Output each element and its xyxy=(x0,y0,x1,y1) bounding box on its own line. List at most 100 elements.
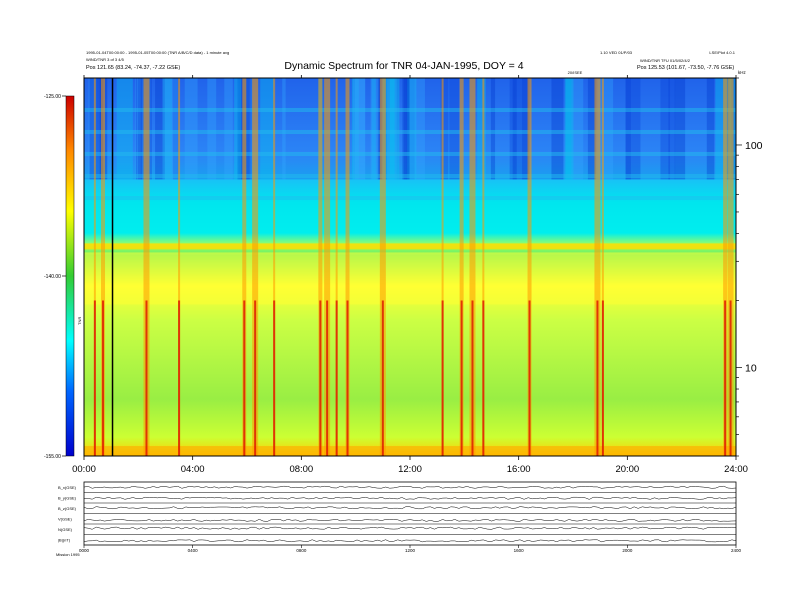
header-right-line-3: WIND/TNR TFU 01/5/02/4/2 xyxy=(640,58,691,63)
spectral-texture-row xyxy=(84,196,736,200)
burst-band xyxy=(252,78,259,456)
spectral-texture-row xyxy=(84,174,736,178)
burst-core xyxy=(482,300,485,456)
spectral-texture-column xyxy=(351,78,359,180)
spectral-texture-row xyxy=(84,130,736,134)
spectral-texture-column xyxy=(116,78,133,180)
burst-core xyxy=(460,300,463,456)
spectral-texture-column xyxy=(355,78,365,180)
burst-core xyxy=(319,300,322,456)
panel-series-line xyxy=(83,496,737,500)
burst-band xyxy=(324,78,331,456)
panel-series-line xyxy=(83,539,737,543)
burst-band xyxy=(273,78,276,456)
colorbar-label: TNR xyxy=(77,317,82,325)
colorbar xyxy=(65,95,75,457)
burst-core xyxy=(178,300,181,456)
burst-band xyxy=(335,78,338,456)
y-axis-ticks: 10 100 xyxy=(736,77,763,457)
burst-core xyxy=(729,300,732,456)
spectral-texture-column xyxy=(162,78,179,180)
colorbar-ticks: -125.00 -140.00 -155.00 xyxy=(44,94,66,460)
burst-core xyxy=(145,300,148,456)
chart-title: Dynamic Spectrum for TNR 04-JAN-1995, DO… xyxy=(284,60,523,72)
spectral-texture-column xyxy=(88,78,97,180)
header-right-line-4: Pos 125.53 (101.67, -73.50, -7.76 GSE) xyxy=(637,65,734,71)
burst-band xyxy=(178,78,181,456)
spectral-texture-column xyxy=(377,78,382,180)
spectral-texture-column xyxy=(660,78,671,180)
colorbar-tick-label: -125.00 xyxy=(44,94,61,100)
spectral-texture-column xyxy=(551,78,564,180)
spectral-texture-column xyxy=(440,78,449,180)
panel-row-label: B_y(GSE) xyxy=(58,495,77,500)
panel-series-line xyxy=(83,526,737,530)
spectral-texture-column xyxy=(282,78,286,180)
panel-row-label: N(GSE) xyxy=(58,527,73,532)
lower-x-tick-label: 1600 xyxy=(514,548,525,553)
header-left-line-3: Pos 121.65 (83.24, -74.37, -7.22 GSE) xyxy=(86,65,180,71)
panel-series-line xyxy=(83,518,737,522)
burst-core xyxy=(335,300,338,456)
header-right-line-2: LSE/Plot 4.0.1 xyxy=(709,50,735,55)
panel-series-line xyxy=(83,506,737,510)
panel-row-label: B_z(GSE) xyxy=(58,506,77,511)
burst-core xyxy=(102,300,105,456)
burst-core xyxy=(724,300,727,456)
low-frequency-band xyxy=(84,446,736,456)
spectral-texture-column xyxy=(625,78,641,180)
burst-band xyxy=(482,78,485,456)
spectral-texture-column xyxy=(137,78,141,180)
burst-band xyxy=(527,78,532,456)
spectral-texture-column xyxy=(138,78,142,180)
spectral-texture-column xyxy=(406,78,410,180)
x-tick-label: 04:00 xyxy=(181,464,205,475)
plasma-line xyxy=(84,243,736,250)
burst-core xyxy=(243,300,246,456)
burst-core xyxy=(528,300,531,456)
spectral-texture-column xyxy=(224,78,233,180)
x-tick-label: 20:00 xyxy=(615,464,639,475)
spectral-texture-column xyxy=(512,78,517,180)
lower-x-tick-label: 2400 xyxy=(731,548,742,553)
spectral-texture-column xyxy=(162,78,172,180)
burst-core xyxy=(346,300,349,456)
burst-band xyxy=(143,78,150,456)
burst-core xyxy=(93,300,96,456)
burst-core xyxy=(471,300,474,456)
colorbar-tick-label: -140.00 xyxy=(44,274,61,280)
spectral-texture-column xyxy=(571,78,584,180)
lower-x-tick-label: 0000 xyxy=(79,548,90,553)
spectral-texture-column xyxy=(403,78,415,180)
spectral-texture-column xyxy=(674,78,686,180)
spectral-texture-column xyxy=(184,78,198,180)
spectral-texture-column xyxy=(243,78,253,180)
lower-x-tick-label: 2000 xyxy=(622,548,633,553)
spectral-texture-column xyxy=(370,78,379,180)
burst-band xyxy=(601,78,604,456)
spectral-texture-column xyxy=(260,78,275,180)
x-tick-label: 00:00 xyxy=(72,464,96,475)
spectral-texture-column xyxy=(407,78,417,180)
burst-core xyxy=(601,300,604,456)
bright-band xyxy=(84,252,736,305)
spectral-texture-column xyxy=(371,78,376,180)
spectral-texture-column xyxy=(564,78,572,180)
burst-band xyxy=(441,78,444,456)
burst-core xyxy=(273,300,276,456)
panel-series-line xyxy=(83,485,737,489)
y-tick-label: 10 xyxy=(745,362,757,374)
spectral-texture-column xyxy=(207,78,217,180)
marker-label: 20/ISEE xyxy=(568,70,583,75)
header-left-line-1: 1995-01-04T00:00:00 - 1995-01-05T00:00:0… xyxy=(86,50,229,55)
burst-band xyxy=(723,78,728,456)
burst-band xyxy=(242,78,247,456)
spectral-texture-column xyxy=(409,78,425,180)
spectral-texture-column xyxy=(449,78,460,180)
lower-x-tick-label: 1200 xyxy=(405,548,416,553)
burst-band xyxy=(318,78,323,456)
burst-core xyxy=(441,300,444,456)
burst-core xyxy=(381,300,384,456)
burst-band xyxy=(379,78,386,456)
